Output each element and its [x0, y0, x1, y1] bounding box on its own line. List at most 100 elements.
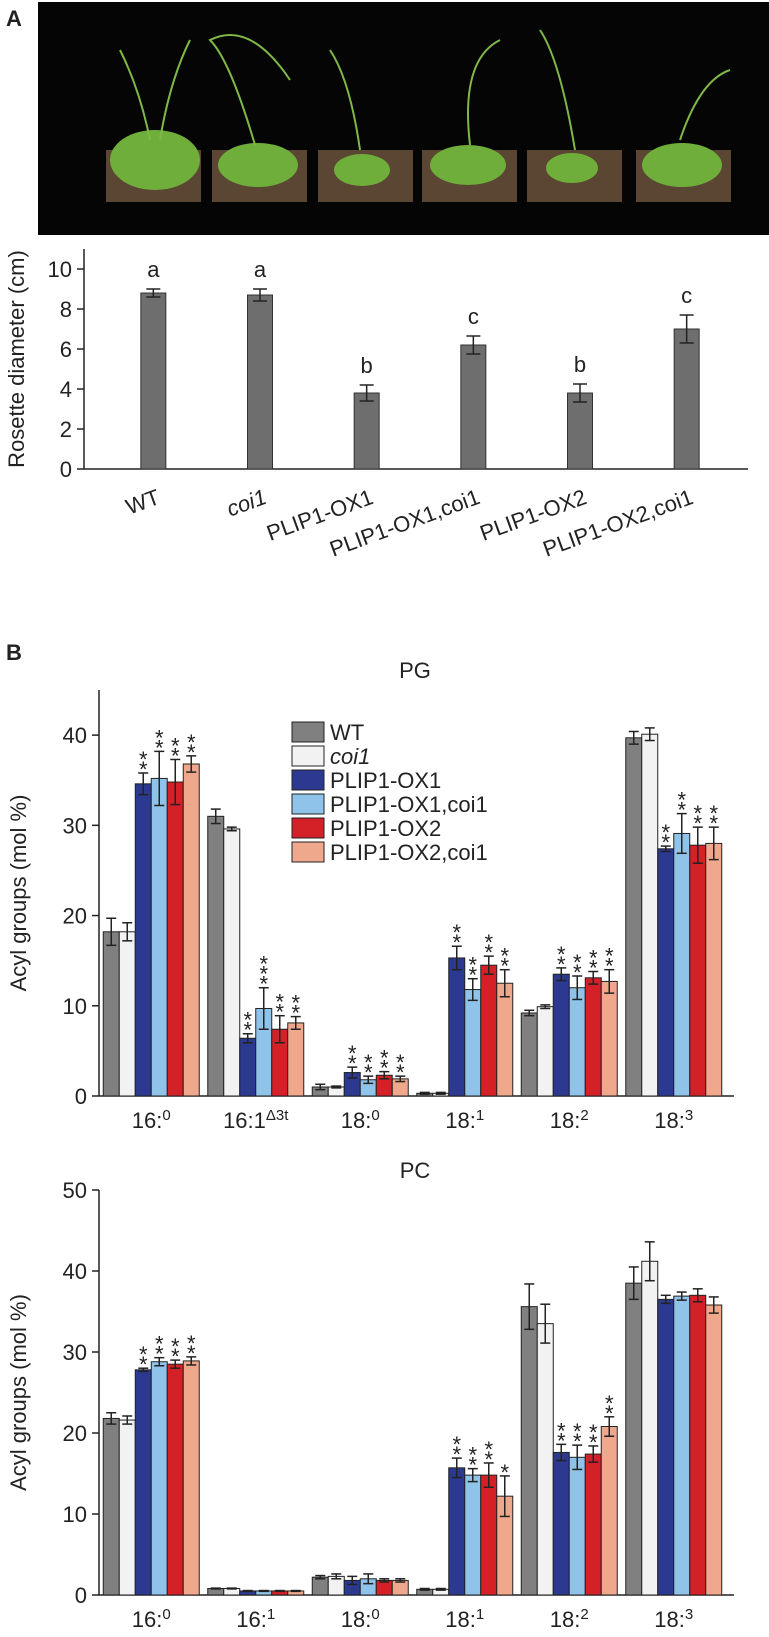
significance-letter: a	[254, 257, 267, 282]
error-bar	[122, 1415, 133, 1425]
bar	[552, 1451, 570, 1596]
error-bar	[363, 1075, 374, 1085]
error-bar	[644, 727, 655, 742]
error-bar	[253, 288, 267, 302]
x-tick-label: 18:0	[341, 1107, 380, 1134]
legend-label: PLIP1-OX1	[330, 768, 441, 793]
error-bar	[290, 1015, 301, 1030]
y-axis-label: Rosette diameter (cm)	[4, 250, 29, 468]
significance-letter: b	[574, 352, 586, 377]
y-tick-label: 50	[63, 1178, 87, 1203]
significance-marker: **	[500, 944, 509, 979]
x-tick-label: 18:1	[445, 1107, 484, 1134]
error-bar	[572, 1444, 583, 1471]
x-tick-label: coi1	[223, 484, 269, 521]
error-bar	[644, 1241, 655, 1282]
error-bar	[483, 955, 494, 975]
significance-marker: **	[605, 1391, 614, 1426]
bar	[182, 1360, 200, 1596]
error-bar	[359, 384, 374, 402]
error-bar	[467, 1467, 478, 1483]
error-bar	[138, 772, 149, 796]
significance-marker: **	[468, 953, 477, 988]
significance-marker: **	[155, 1332, 164, 1367]
legend-swatch	[291, 841, 325, 863]
error-bar	[395, 1075, 406, 1083]
error-bar	[258, 986, 269, 1030]
error-bar	[226, 1587, 237, 1590]
bar	[150, 777, 168, 1097]
bar	[182, 763, 200, 1097]
legend-label: PLIP1-OX2	[330, 816, 441, 841]
significance-marker: **	[171, 1334, 180, 1369]
bar	[287, 1022, 305, 1097]
error-bar	[186, 1356, 197, 1366]
error-bar	[588, 1445, 599, 1463]
y-tick-label: 10	[48, 257, 72, 282]
error-bar	[419, 1091, 430, 1095]
error-bar	[676, 812, 687, 855]
error-bar	[186, 755, 197, 773]
error-bar	[331, 1573, 342, 1580]
bar	[673, 1295, 691, 1596]
x-tick-label: 18:3	[654, 1606, 693, 1633]
error-bar	[154, 1356, 165, 1367]
error-bar	[524, 1283, 535, 1331]
bar	[625, 1282, 643, 1596]
significance-marker: **	[380, 1046, 389, 1081]
bar	[134, 783, 152, 1097]
significance-marker: **	[155, 725, 164, 760]
error-bar	[483, 1462, 494, 1489]
error-bar	[451, 945, 462, 971]
significance-marker: **	[348, 1041, 357, 1076]
bar	[689, 844, 707, 1097]
error-bar	[540, 1303, 551, 1344]
significance-letter: a	[147, 257, 160, 282]
error-bar	[242, 1589, 253, 1593]
legend-label: PLIP1-OX2,coi1	[330, 840, 488, 865]
bar	[705, 842, 723, 1097]
legend-swatch	[291, 721, 325, 743]
bar	[207, 815, 225, 1097]
error-bar	[347, 1575, 358, 1586]
error-bar	[628, 730, 639, 745]
significance-marker: **	[291, 991, 300, 1026]
significance-marker: **	[557, 942, 566, 977]
error-bar	[435, 1587, 446, 1591]
error-bar	[274, 1014, 285, 1044]
y-tick-label: 0	[75, 1583, 87, 1608]
bar	[166, 1363, 184, 1596]
error-bar	[451, 1457, 462, 1479]
bar	[568, 1456, 586, 1596]
legend-swatch	[291, 793, 325, 815]
panel-label: B	[6, 640, 22, 665]
x-tick-label: 18:0	[341, 1606, 380, 1633]
y-axis-label: Acyl groups (mol %)	[6, 795, 31, 992]
x-tick-label: 16:0	[132, 1107, 171, 1134]
significance-marker: **	[396, 1050, 405, 1085]
y-tick-label: 40	[63, 1259, 87, 1284]
error-bar	[708, 826, 719, 861]
y-tick-label: 8	[60, 297, 72, 322]
y-tick-label: 4	[60, 377, 72, 402]
error-bar	[315, 1083, 326, 1091]
y-tick-label: 6	[60, 337, 72, 362]
significance-marker: **	[661, 820, 670, 855]
error-bar	[138, 1367, 149, 1373]
bar	[166, 781, 184, 1097]
bar	[536, 1323, 554, 1596]
error-bar	[572, 975, 583, 1001]
bar	[480, 964, 498, 1097]
bar	[584, 977, 602, 1097]
error-bar	[628, 1266, 639, 1301]
significance-marker: ***	[259, 952, 268, 997]
significance-marker: **	[573, 950, 582, 985]
x-tick-label: 18:2	[550, 1107, 589, 1134]
y-tick-label: 0	[60, 457, 72, 482]
bar	[673, 832, 691, 1097]
bar	[448, 1467, 466, 1596]
error-bar	[154, 750, 165, 807]
error-bar	[210, 808, 221, 825]
x-tick-label: 18:1	[445, 1606, 484, 1633]
chart-title: PC	[400, 1158, 431, 1183]
